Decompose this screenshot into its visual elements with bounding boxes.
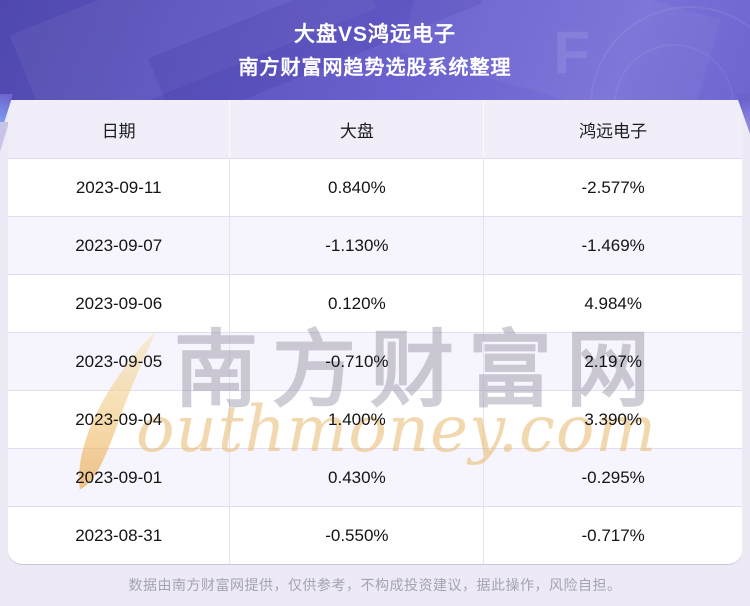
- page-title: 大盘VS鸿远电子: [293, 23, 456, 46]
- column-header-date: 日期: [8, 100, 231, 158]
- table-header-row: 日期 大盘 鸿远电子: [8, 100, 742, 158]
- row-stock-cell: 2.197%: [484, 333, 742, 390]
- row-date-cell: 2023-09-01: [8, 449, 231, 506]
- row-market-value: 0.120%: [328, 293, 386, 313]
- row-date: 2023-09-06: [75, 293, 163, 313]
- row-market-value: 0.840%: [328, 177, 386, 197]
- row-date-cell: 2023-09-05: [8, 333, 231, 390]
- table-row: 2023-08-31 -0.550% -0.717%: [8, 506, 742, 564]
- row-date: 2023-09-04: [75, 409, 163, 429]
- row-stock-cell: 3.390%: [484, 391, 742, 448]
- comparison-table: 南方财富网 outhmoney.com 日期 大盘 鸿远电子 2023-09-1…: [8, 100, 742, 564]
- row-stock-value: 4.984%: [584, 293, 642, 313]
- row-market-value: -1.130%: [325, 235, 389, 255]
- row-date: 2023-09-05: [75, 351, 163, 371]
- footer-disclaimer: 数据由南方财富网提供，仅供参考，不构成投资建议，据此操作，风险自担。: [128, 577, 622, 593]
- row-market-cell: -0.710%: [230, 333, 485, 390]
- table-row: 2023-09-04 1.400% 3.390%: [8, 390, 742, 448]
- row-stock-value: -2.577%: [581, 177, 645, 197]
- row-market-cell: -1.130%: [230, 217, 485, 274]
- row-stock-cell: -0.717%: [484, 507, 742, 564]
- table-row: 2023-09-01 0.430% -0.295%: [8, 448, 742, 506]
- row-market-cell: 0.120%: [230, 275, 485, 332]
- page-subtitle: 南方财富网趋势选股系统整理: [238, 57, 512, 79]
- table-row: 2023-09-05 -0.710% 2.197%: [8, 332, 742, 390]
- row-stock-value: 3.390%: [584, 409, 642, 429]
- row-stock-cell: -0.295%: [484, 449, 742, 506]
- row-market-cell: 1.400%: [230, 391, 485, 448]
- banner: F 大盘VS鸿远电子 南方财富网趋势选股系统整理: [0, 0, 750, 100]
- row-stock-value: -0.717%: [581, 525, 645, 545]
- row-date-cell: 2023-09-11: [8, 159, 231, 216]
- row-date-cell: 2023-08-31: [8, 507, 231, 564]
- row-market-value: 0.430%: [328, 467, 386, 487]
- column-header-market: 大盘: [230, 100, 485, 158]
- banner-text: 大盘VS鸿远电子 南方财富网趋势选股系统整理: [0, 21, 750, 83]
- row-stock-value: 2.197%: [584, 351, 642, 371]
- row-stock-cell: 4.984%: [484, 275, 742, 332]
- row-date: 2023-09-01: [75, 467, 163, 487]
- table-row: 2023-09-11 0.840% -2.577%: [8, 158, 742, 216]
- table-body: 2023-09-11 0.840% -2.577% 2023-09-07 -1.…: [8, 158, 742, 564]
- row-date-cell: 2023-09-06: [8, 275, 231, 332]
- row-date: 2023-09-11: [75, 177, 162, 197]
- corner-triangle-lavender: [0, 122, 9, 152]
- row-date: 2023-08-31: [75, 525, 163, 545]
- table-row: 2023-09-07 -1.130% -1.469%: [8, 216, 742, 274]
- row-market-cell: 0.430%: [230, 449, 485, 506]
- row-market-value: -0.550%: [325, 525, 389, 545]
- row-date: 2023-09-07: [75, 235, 163, 255]
- row-market-cell: -0.550%: [230, 507, 485, 564]
- row-market-cell: 0.840%: [230, 159, 485, 216]
- column-header-stock: 鸿远电子: [579, 121, 648, 141]
- row-market-value: -0.710%: [325, 351, 389, 371]
- row-market-value: 1.400%: [328, 409, 386, 429]
- table-row: 2023-09-06 0.120% 4.984%: [8, 274, 742, 332]
- row-date-cell: 2023-09-07: [8, 217, 231, 274]
- row-date-cell: 2023-09-04: [8, 391, 231, 448]
- row-stock-cell: -1.469%: [484, 217, 742, 274]
- row-stock-value: -1.469%: [581, 235, 645, 255]
- row-stock-value: -0.295%: [581, 467, 645, 487]
- footer: 数据由南方财富网提供，仅供参考，不构成投资建议，据此操作，风险自担。: [0, 564, 750, 606]
- row-stock-cell: -2.577%: [484, 159, 742, 216]
